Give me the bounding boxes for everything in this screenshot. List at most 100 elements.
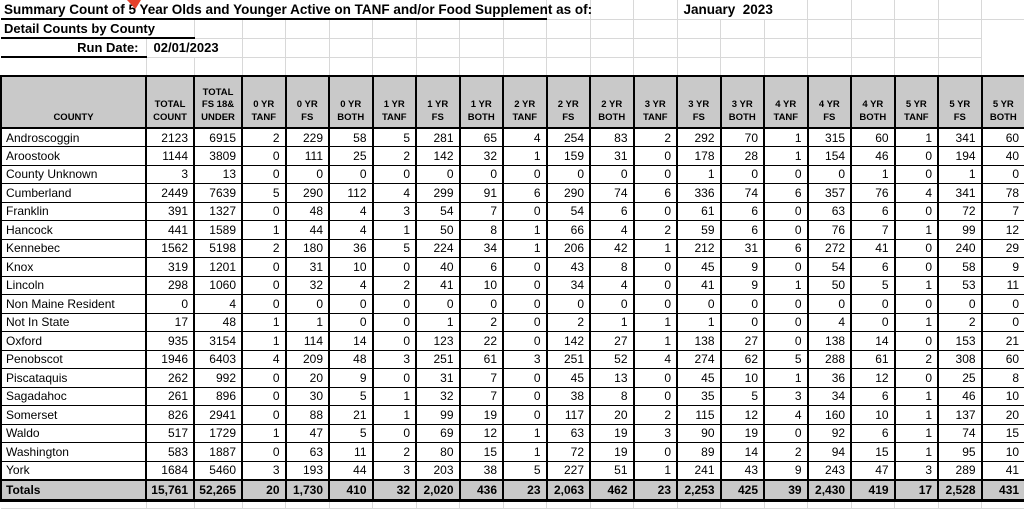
cell[interactable]: 0 <box>893 201 940 221</box>
cell[interactable]: 0 <box>371 331 417 351</box>
cell[interactable]: 34 <box>458 238 504 258</box>
empty-cell[interactable] <box>677 19 722 39</box>
totals-cell[interactable]: 32 <box>371 478 417 502</box>
cell[interactable]: 0 <box>893 257 940 277</box>
empty-cell[interactable] <box>807 38 852 58</box>
cell[interactable]: 35 <box>676 386 722 406</box>
cell[interactable]: 1589 <box>193 220 243 240</box>
cell[interactable]: 2 <box>893 349 940 369</box>
cell[interactable]: 2 <box>241 238 287 258</box>
cell[interactable]: 0 <box>502 405 548 425</box>
cell[interactable]: 0 <box>371 164 417 184</box>
cell[interactable]: 0 <box>241 405 287 425</box>
cell[interactable]: 240 <box>937 238 983 258</box>
cell[interactable]: 27 <box>719 331 766 351</box>
cell[interactable]: 6 <box>850 386 896 406</box>
empty-cell[interactable] <box>590 500 635 509</box>
cell[interactable]: 36 <box>806 368 853 388</box>
column-header[interactable]: 4 YR BOTH <box>850 75 896 129</box>
cell[interactable]: 94 <box>806 442 853 462</box>
totals-cell[interactable]: 2,430 <box>806 478 853 502</box>
cell[interactable]: 7 <box>458 368 504 388</box>
cell[interactable]: 0 <box>328 294 374 314</box>
cell[interactable]: 1 <box>632 331 679 351</box>
cell[interactable]: 0 <box>632 201 679 221</box>
cell[interactable]: 47 <box>850 460 896 480</box>
cell[interactable]: 20 <box>980 405 1024 425</box>
cell[interactable]: 38 <box>545 386 592 406</box>
cell[interactable]: 40 <box>980 146 1024 166</box>
cell[interactable]: 4 <box>241 349 287 369</box>
cell[interactable]: 142 <box>415 146 461 166</box>
totals-cell[interactable]: 425 <box>719 478 766 502</box>
column-header[interactable]: 1 YR BOTH <box>458 75 504 129</box>
empty-cell[interactable] <box>720 38 765 58</box>
cell[interactable]: 2 <box>937 312 983 332</box>
cell[interactable]: 38 <box>458 460 504 480</box>
column-header[interactable]: 3 YR TANF <box>632 75 679 129</box>
cell[interactable]: 91 <box>458 183 504 203</box>
cell[interactable]: 0 <box>893 164 940 184</box>
cell[interactable]: 6 <box>850 423 896 443</box>
cell[interactable]: 0 <box>241 164 287 184</box>
cell[interactable]: 153 <box>937 331 983 351</box>
empty-cell[interactable] <box>329 19 373 39</box>
cell[interactable]: 60 <box>980 127 1024 147</box>
cell[interactable]: 0 <box>371 368 417 388</box>
cell[interactable]: 1887 <box>193 442 243 462</box>
cell[interactable]: 290 <box>284 183 330 203</box>
cell[interactable]: 76 <box>806 220 853 240</box>
cell[interactable]: 0 <box>371 294 417 314</box>
empty-cell[interactable] <box>981 0 1024 20</box>
cell[interactable]: 48 <box>284 201 330 221</box>
cell[interactable]: 826 <box>145 405 195 425</box>
empty-cell[interactable] <box>720 57 765 77</box>
cell[interactable]: 4 <box>893 183 940 203</box>
cell[interactable]: 0 <box>241 275 287 295</box>
empty-cell[interactable] <box>503 38 548 58</box>
cell[interactable]: 1 <box>284 312 330 332</box>
empty-cell[interactable] <box>285 38 330 58</box>
cell[interactable]: 0 <box>502 164 548 184</box>
cell[interactable]: 3 <box>145 164 195 184</box>
cell[interactable]: 0 <box>763 201 809 221</box>
cell[interactable]: 0 <box>371 423 417 443</box>
cell[interactable]: 0 <box>850 312 896 332</box>
cell[interactable]: 1 <box>502 220 548 240</box>
cell[interactable]: 46 <box>937 386 983 406</box>
cell[interactable]: 14 <box>719 442 766 462</box>
totals-cell[interactable]: 436 <box>458 478 504 502</box>
empty-cell[interactable] <box>677 38 722 58</box>
empty-cell[interactable] <box>764 500 809 509</box>
cell[interactable]: 299 <box>415 183 461 203</box>
report-title-cell[interactable]: Summary Count of 5 Year Olds and Younger… <box>1 0 592 20</box>
empty-cell[interactable] <box>285 57 330 77</box>
empty-cell[interactable] <box>503 57 548 77</box>
column-header[interactable]: TOTAL FS 18& UNDER <box>193 75 243 129</box>
cell[interactable]: 0 <box>502 257 548 277</box>
cell[interactable]: 19 <box>589 442 635 462</box>
cell[interactable]: 4 <box>371 183 417 203</box>
empty-cell[interactable] <box>416 19 460 39</box>
cell[interactable]: 7 <box>850 220 896 240</box>
empty-cell[interactable] <box>503 19 548 39</box>
cell[interactable]: 0 <box>632 368 679 388</box>
cell[interactable]: 0 <box>284 164 330 184</box>
cell[interactable]: 0 <box>241 442 287 462</box>
cell[interactable]: 31 <box>284 257 330 277</box>
empty-cell[interactable] <box>459 19 504 39</box>
empty-cell[interactable] <box>1 57 147 77</box>
cell[interactable]: 3 <box>763 386 809 406</box>
cell[interactable]: 0 <box>719 164 766 184</box>
cell[interactable]: 2 <box>241 127 287 147</box>
cell[interactable]: 1 <box>241 423 287 443</box>
cell[interactable]: 114 <box>284 331 330 351</box>
cell[interactable]: 15 <box>850 442 896 462</box>
cell[interactable]: 80 <box>415 442 461 462</box>
cell[interactable]: 0 <box>980 312 1024 332</box>
cell[interactable]: 0 <box>545 294 592 314</box>
cell[interactable]: 227 <box>545 460 592 480</box>
empty-cell[interactable] <box>590 38 635 58</box>
totals-cell[interactable]: 23 <box>632 478 679 502</box>
cell[interactable]: 54 <box>545 201 592 221</box>
